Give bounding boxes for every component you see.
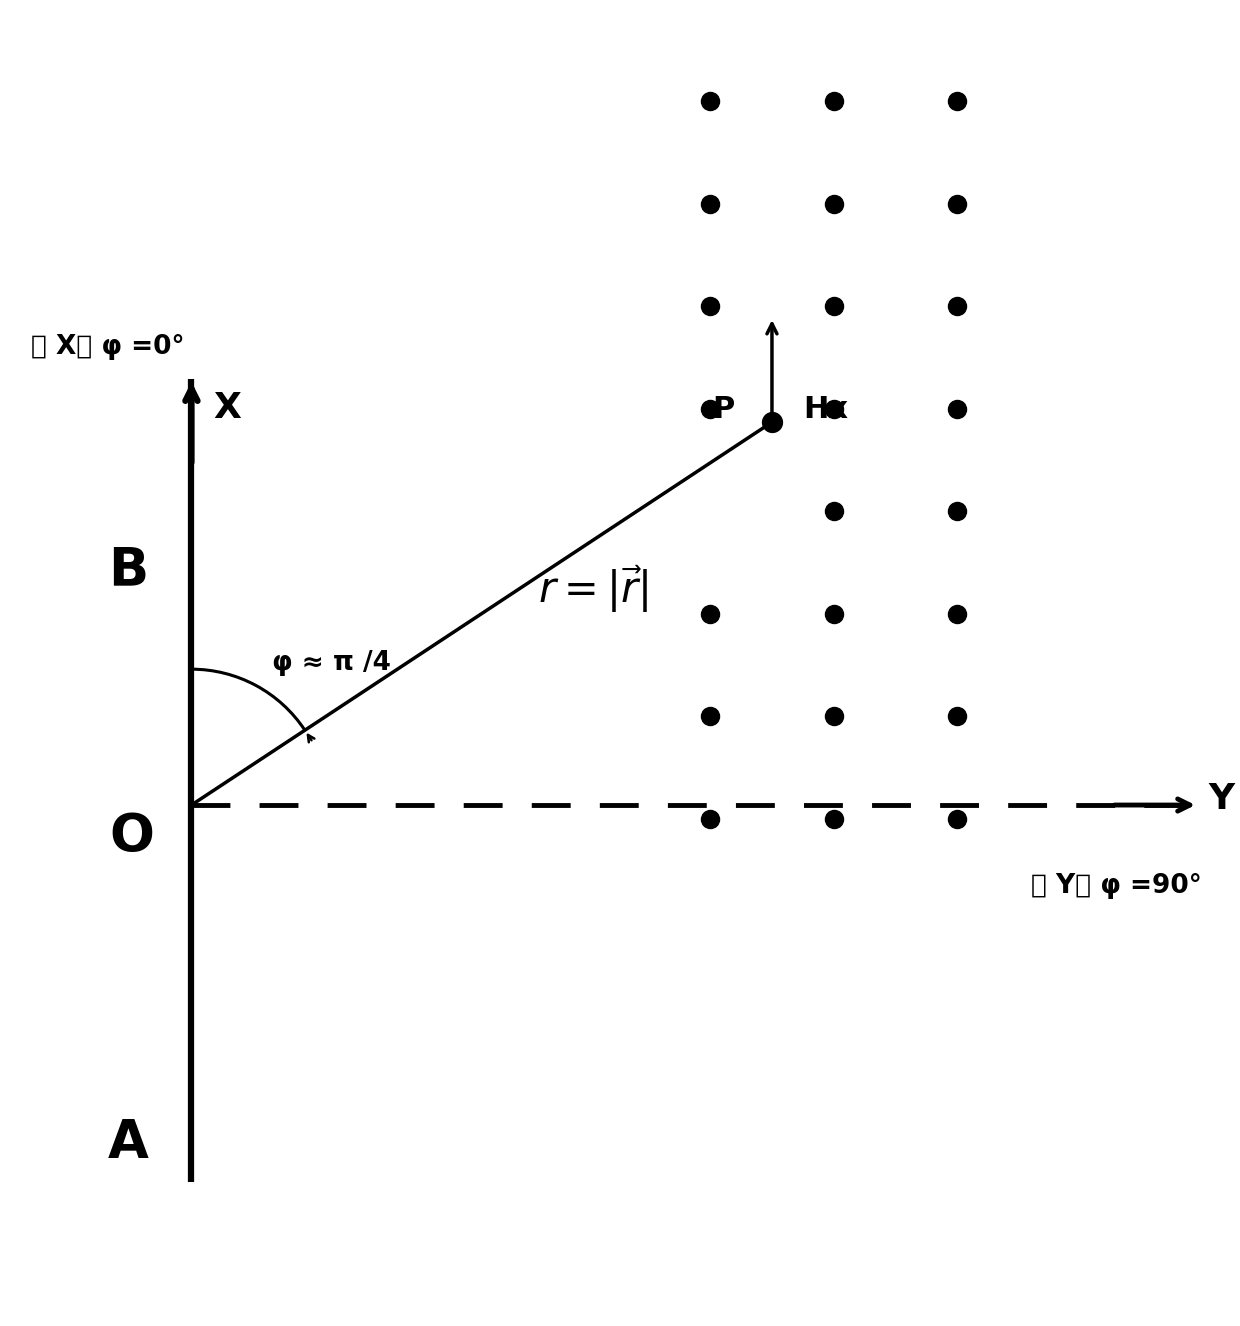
Text: P: P (713, 395, 735, 424)
Text: X: X (213, 391, 242, 426)
Text: Y: Y (1208, 782, 1234, 815)
Text: B: B (108, 545, 149, 597)
Text: O: O (109, 812, 155, 863)
Text: A: A (108, 1118, 149, 1170)
Text: Hx: Hx (802, 395, 848, 424)
Text: φ ≈ π /4: φ ≈ π /4 (272, 650, 391, 676)
Text: $r = |\vec{r}|$: $r = |\vec{r}|$ (538, 564, 649, 615)
Text: 沿 Y轴 φ =90°: 沿 Y轴 φ =90° (1030, 873, 1202, 899)
Text: 沿 X轴 φ =0°: 沿 X轴 φ =0° (31, 334, 185, 361)
